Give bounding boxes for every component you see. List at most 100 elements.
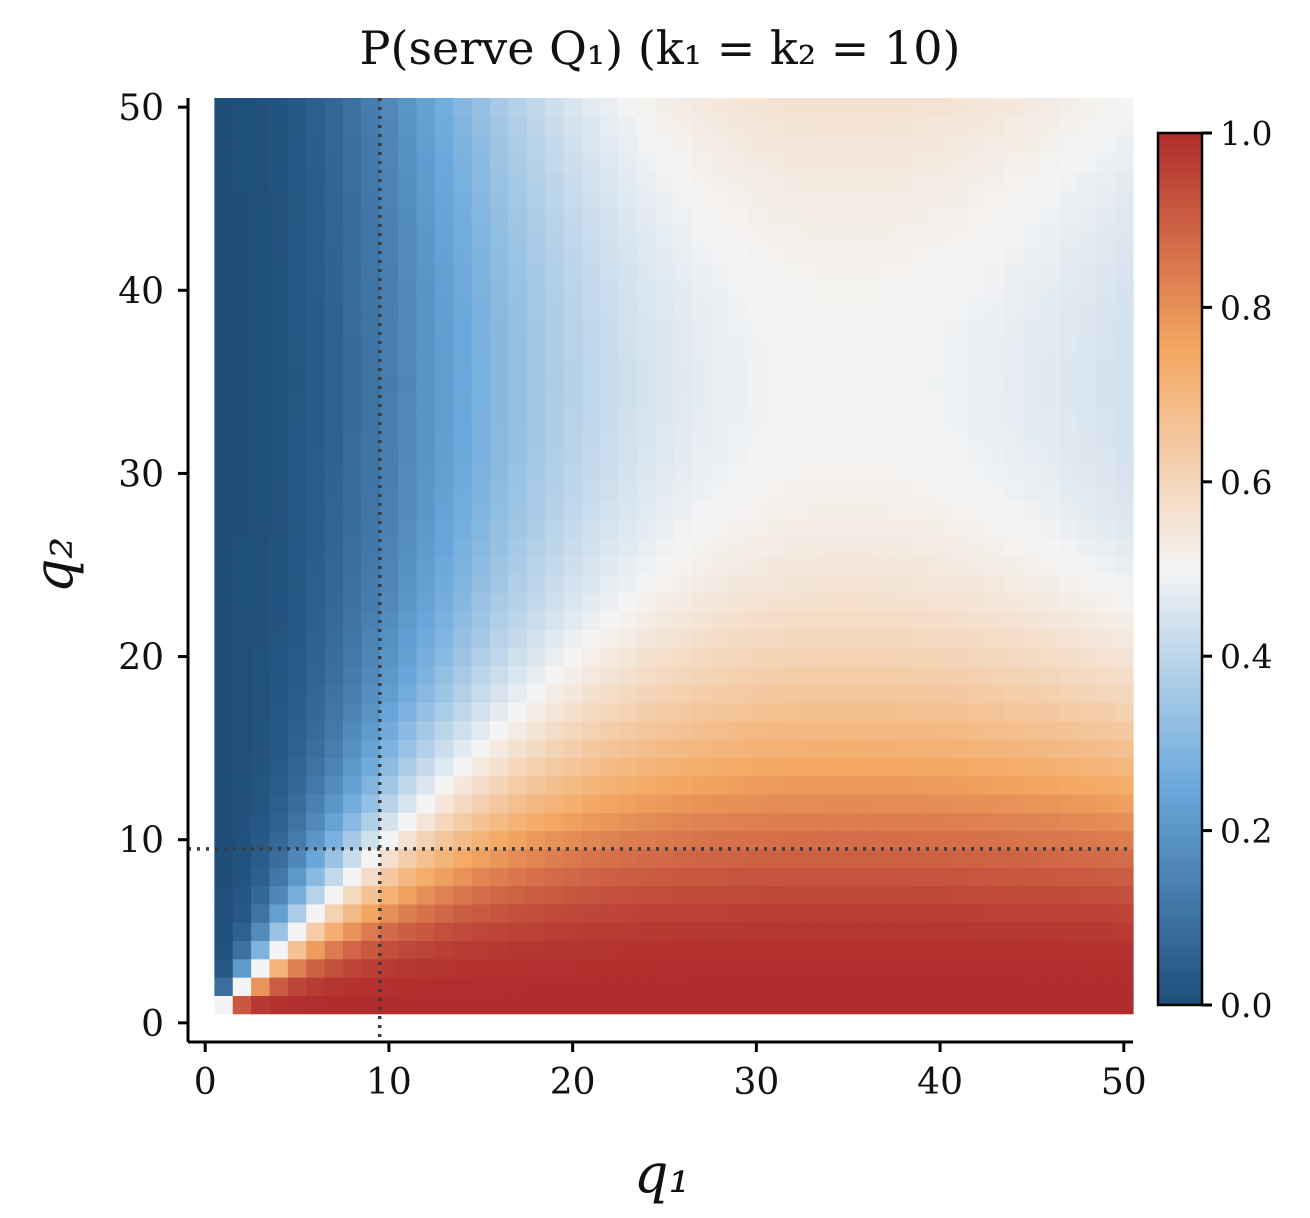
heatmap-cell xyxy=(269,519,289,539)
heatmap-cell xyxy=(986,995,1005,1015)
heatmap-cell xyxy=(875,500,895,520)
heatmap-cell xyxy=(1059,867,1079,887)
heatmap-cell xyxy=(857,299,877,319)
heatmap-cell xyxy=(1114,555,1134,575)
heatmap-cell xyxy=(416,592,436,612)
heatmap-cell xyxy=(820,262,840,282)
heatmap-cell xyxy=(287,830,307,850)
heatmap-cell xyxy=(839,830,859,850)
heatmap-cell xyxy=(214,977,234,996)
heatmap-cell xyxy=(563,207,583,227)
heatmap-cell xyxy=(728,903,748,923)
heatmap-cell xyxy=(416,940,436,960)
heatmap-cell xyxy=(379,299,399,319)
heatmap-cell xyxy=(618,189,638,209)
heatmap-cell xyxy=(930,647,950,667)
heatmap-cell xyxy=(306,262,326,282)
heatmap-cell xyxy=(728,409,748,429)
heatmap-cell xyxy=(986,702,1005,722)
heatmap-cell xyxy=(986,574,1005,594)
heatmap-cell xyxy=(489,610,509,630)
heatmap-cell xyxy=(526,647,546,667)
heatmap-cell xyxy=(765,372,785,392)
heatmap-cell xyxy=(1077,629,1097,649)
heatmap-cell xyxy=(728,317,748,337)
heatmap-cell xyxy=(251,427,271,447)
heatmap-cell xyxy=(508,848,528,868)
heatmap-cell xyxy=(581,409,601,429)
heatmap-cell xyxy=(581,116,601,136)
heatmap-cell xyxy=(545,98,565,117)
heatmap-cell xyxy=(930,812,950,832)
heatmap-cell xyxy=(324,555,344,575)
heatmap-cell xyxy=(251,519,271,539)
heatmap-cell xyxy=(820,848,840,868)
heatmap-cell xyxy=(710,354,730,374)
heatmap-cell xyxy=(839,482,859,502)
heatmap-cell xyxy=(692,793,712,813)
heatmap-cell xyxy=(636,519,656,539)
heatmap-cell xyxy=(839,207,859,227)
heatmap-cell xyxy=(710,445,730,465)
heatmap-cell xyxy=(692,995,712,1015)
heatmap-cell xyxy=(894,427,914,447)
heatmap-cell xyxy=(600,171,620,191)
heatmap-cell xyxy=(728,812,748,832)
heatmap-cell xyxy=(820,336,840,355)
heatmap-cell xyxy=(857,977,877,996)
heatmap-cell xyxy=(673,720,693,740)
heatmap-cell xyxy=(324,409,344,429)
heatmap-cell xyxy=(306,226,326,246)
heatmap-cell xyxy=(1004,391,1024,410)
heatmap-cell xyxy=(949,592,969,612)
heatmap-cell xyxy=(471,995,491,1015)
heatmap-cell xyxy=(839,555,859,575)
heatmap-cell xyxy=(287,885,307,905)
heatmap-cell xyxy=(379,372,399,392)
heatmap-cell xyxy=(453,757,473,777)
heatmap-cell xyxy=(581,720,601,740)
heatmap-cell xyxy=(379,244,399,264)
heatmap-cell xyxy=(508,336,528,355)
heatmap-cell xyxy=(526,189,546,209)
heatmap-cell xyxy=(765,647,785,667)
heatmap-cell xyxy=(1041,354,1061,374)
heatmap-cell xyxy=(581,684,601,703)
heatmap-cell xyxy=(930,409,950,429)
heatmap-cell xyxy=(839,336,859,355)
heatmap-cell xyxy=(526,134,546,154)
heatmap-cell xyxy=(673,482,693,502)
heatmap-cell xyxy=(508,793,528,813)
heatmap-cell xyxy=(986,391,1005,410)
heatmap-cell xyxy=(655,464,675,484)
heatmap-cell xyxy=(894,152,914,172)
heatmap-cell xyxy=(269,116,289,136)
heatmap-cell xyxy=(1096,519,1116,539)
heatmap-cell xyxy=(1041,207,1061,227)
heatmap-cell xyxy=(269,354,289,374)
heatmap-cell xyxy=(306,574,326,594)
heatmap-cell xyxy=(692,317,712,337)
heatmap-cell xyxy=(1059,116,1079,136)
heatmap-cell xyxy=(618,317,638,337)
heatmap-cell xyxy=(471,189,491,209)
heatmap-cell xyxy=(1004,500,1024,520)
heatmap-cell xyxy=(361,647,381,667)
heatmap-cell xyxy=(600,519,620,539)
heatmap-cell xyxy=(912,720,932,740)
heatmap-cell xyxy=(342,537,362,557)
heatmap-cell xyxy=(545,189,565,209)
heatmap-cell xyxy=(416,281,436,301)
heatmap-cell xyxy=(1004,445,1024,465)
heatmap-cell xyxy=(434,409,454,429)
heatmap-cell xyxy=(434,336,454,355)
heatmap-cell xyxy=(471,610,491,630)
heatmap-cell xyxy=(471,116,491,136)
heatmap-cell xyxy=(269,903,289,923)
heatmap-cell xyxy=(563,702,583,722)
heatmap-cell xyxy=(489,281,509,301)
heatmap-cell xyxy=(434,574,454,594)
heatmap-cell xyxy=(1004,116,1024,136)
heatmap-cell xyxy=(1004,922,1024,942)
heatmap-cell xyxy=(747,684,767,703)
